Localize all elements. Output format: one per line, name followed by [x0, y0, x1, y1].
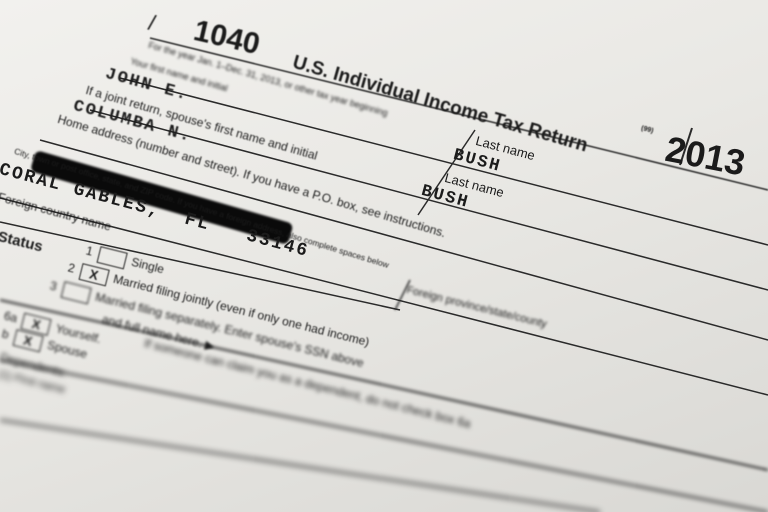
- line-number: 6a: [2, 308, 19, 326]
